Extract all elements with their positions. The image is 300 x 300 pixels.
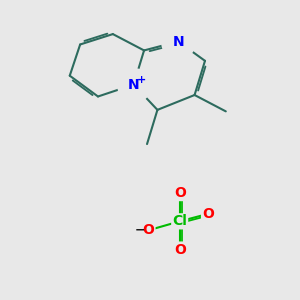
Text: N: N	[128, 78, 140, 92]
Text: N: N	[172, 34, 184, 49]
Text: O: O	[174, 243, 186, 256]
Text: Cl: Cl	[172, 214, 187, 228]
Text: −: −	[134, 224, 145, 237]
Text: O: O	[174, 186, 186, 200]
Text: O: O	[142, 223, 154, 237]
Text: +: +	[137, 75, 147, 85]
Text: O: O	[202, 207, 214, 221]
